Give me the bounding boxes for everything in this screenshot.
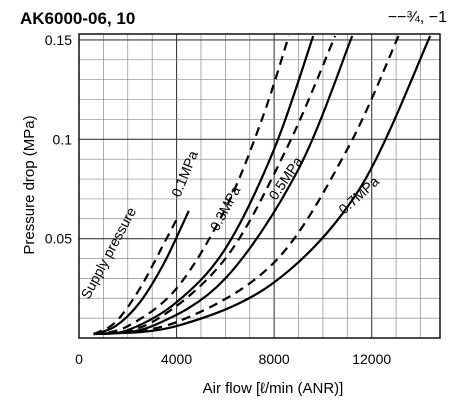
y-tick-label: 0.05 — [45, 231, 72, 247]
series-line-solid — [93, 35, 354, 336]
tick-layer: 0 4000 8000 12000 0.05 0.1 0.15 — [45, 32, 392, 367]
x-tick-label: 0 — [75, 351, 83, 367]
series-line-dashed — [93, 35, 290, 336]
plot-frame — [78, 33, 441, 339]
series-line-dashed — [93, 35, 337, 336]
y-tick-label: 0.15 — [45, 32, 72, 48]
x-tick-label: 4000 — [161, 351, 192, 367]
series-line-solid — [93, 210, 190, 336]
series-layer — [93, 35, 432, 336]
grid-layer — [79, 34, 440, 338]
chart-subtitle: −−¾, −1 — [388, 9, 447, 26]
x-tick-label: 8000 — [259, 351, 290, 367]
annotation-0-1mpa: 0.1MPa — [168, 148, 201, 199]
series-line-dashed — [93, 214, 180, 335]
series-line-solid — [93, 35, 432, 336]
annotation-0-7mpa: 0.7MPa — [335, 173, 382, 217]
x-tick-label: 12000 — [352, 351, 391, 367]
annotation-0-5mpa: 0.5MPa — [265, 154, 305, 203]
series-line-dashed — [93, 35, 400, 336]
y-tick-label: 0.1 — [53, 131, 73, 147]
chart-title: AK6000-06, 10 — [20, 9, 135, 28]
x-axis-label: Air flow [ℓ/min (ANR)] — [203, 380, 344, 397]
y-axis-label: Pressure drop (MPa) — [21, 115, 38, 254]
